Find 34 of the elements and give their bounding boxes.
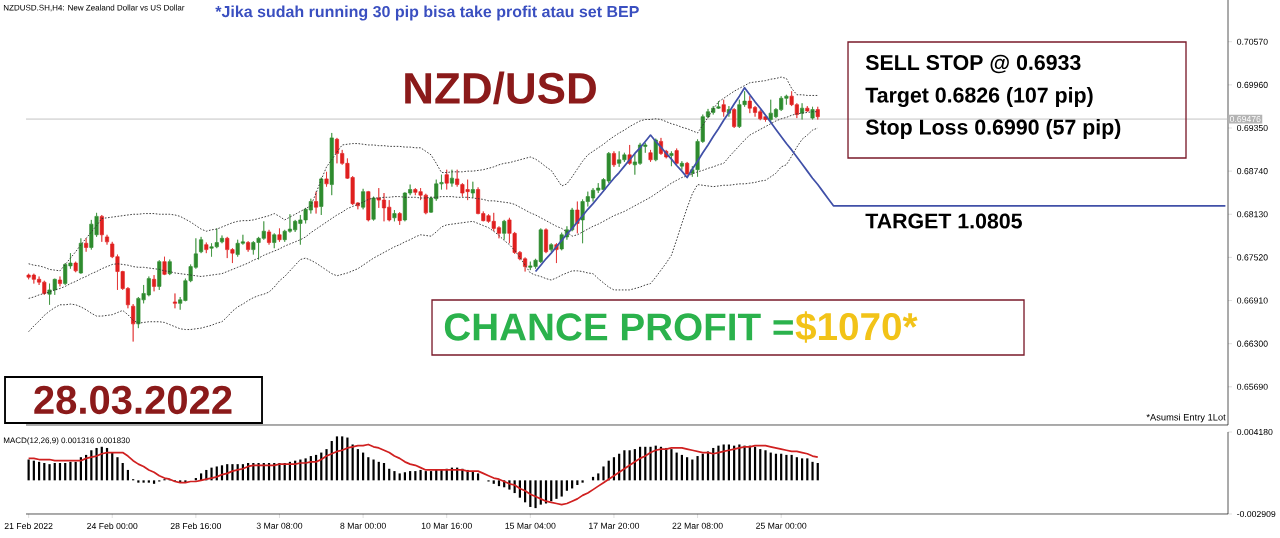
y-tick-label: 0.70570 (1237, 38, 1268, 45)
y-tick-label: 0.004180 (1237, 428, 1273, 436)
x-tick-label: 15 Mar 04:00 (505, 522, 556, 529)
annotation: SELL STOP @ 0.6933 (865, 54, 1081, 74)
x-tick-label: 22 Mar 08:00 (672, 522, 723, 529)
x-tick-label: 24 Feb 00:00 (87, 522, 138, 530)
text: MACD(12,26,9) 0.001316 0.001830 (3, 437, 130, 445)
y-tick-label: 0.69960 (1237, 81, 1268, 88)
ref-line-label: 0.69476 (1229, 116, 1261, 123)
y-tick-label: 0.67520 (1237, 254, 1268, 261)
y-tick-label: 0.68130 (1237, 211, 1268, 218)
annotation: 28.03.2022 (34, 385, 232, 415)
annotation: $1070* (795, 311, 918, 343)
annotation: Target 0.6826 (107 pip) (865, 87, 1093, 107)
y-tick-label: 0.66910 (1237, 297, 1268, 304)
x-tick-label: 3 Mar 08:00 (256, 522, 303, 529)
x-tick-label: 25 Mar 00:00 (756, 522, 807, 529)
x-tick-label: 10 Mar 16:00 (421, 522, 472, 529)
y-tick-label: 0.69350 (1237, 124, 1268, 132)
x-tick-label: 28 Feb 16:00 (170, 522, 222, 530)
annotation: TARGET 1.0805 (865, 213, 1022, 229)
y-tick-label: -0.002909 (1237, 510, 1276, 518)
x-tick-label: 21 Feb 2022 (4, 522, 53, 530)
chart-subtitle: NZDUSD.SH,H4: New Zealand Dollar vs US Dollar (3, 4, 185, 12)
y-tick-label: 0.66300 (1237, 340, 1268, 347)
annotation: Stop Loss 0.6990 (57 pip) (865, 119, 1121, 139)
annotation: *Asumsi Entry 1Lot (1146, 413, 1226, 423)
x-tick-label: 8 Mar 00:00 (340, 522, 386, 529)
annotation: *Jika sudah running 30 pip bisa take profit atau set BEP (215, 5, 639, 21)
text: NZD/USD (405, 71, 596, 105)
y-tick-label: 0.68740 (1237, 168, 1268, 175)
y-tick-label: 0.65690 (1237, 383, 1268, 390)
annotation: CHANCE PROFIT = (444, 313, 793, 341)
x-tick-label: 17 Mar 20:00 (589, 522, 640, 529)
